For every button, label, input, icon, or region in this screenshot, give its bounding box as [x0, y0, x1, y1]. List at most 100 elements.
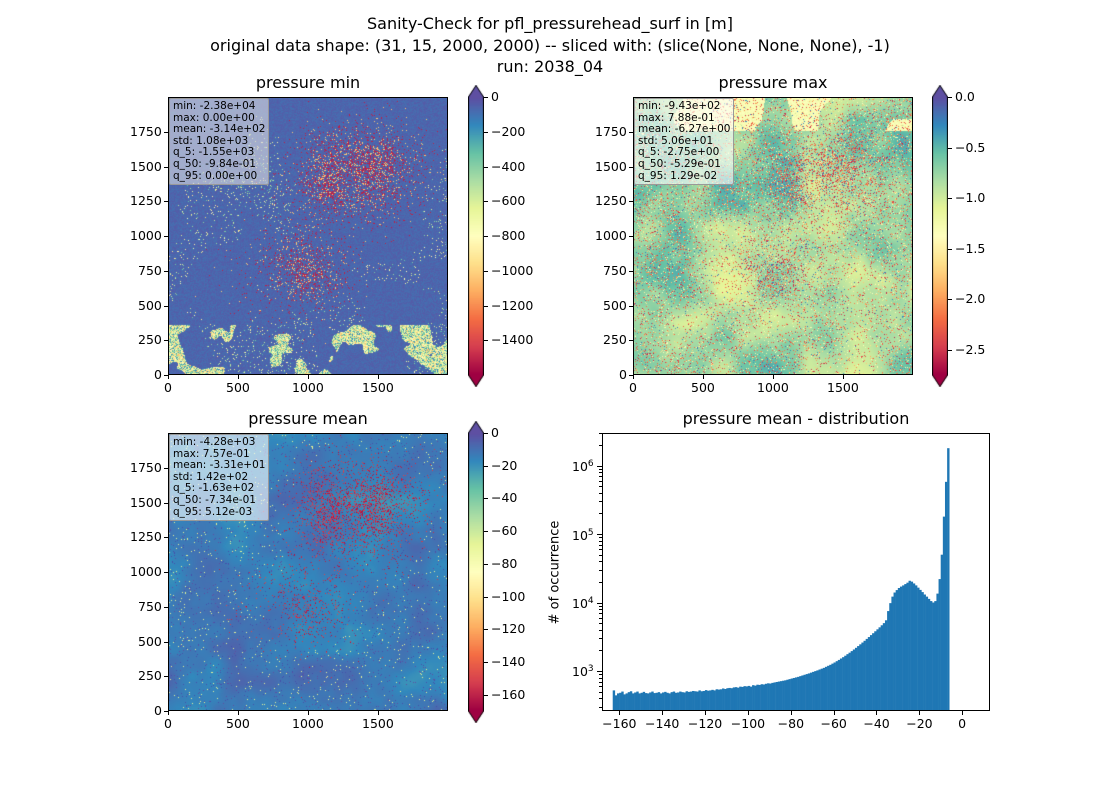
y-tick-label: 0	[154, 703, 162, 718]
histogram-bar	[910, 581, 914, 711]
stat-line: mean: -6.27e+00	[638, 123, 731, 136]
tick-mark	[597, 465, 602, 467]
histogram-bar	[719, 689, 723, 711]
colorbar-tick-label: −1.5	[955, 240, 986, 256]
stat-line: mean: -3.14e+02	[173, 123, 266, 136]
histogram-bar	[876, 629, 879, 711]
tick-mark	[948, 299, 952, 301]
histogram-bar	[644, 693, 648, 711]
tick-mark	[599, 686, 602, 688]
histogram-bar	[636, 691, 639, 711]
stat-line: std: 5.06e+01	[638, 134, 714, 147]
tick-mark	[599, 561, 602, 563]
histogram-bar	[797, 676, 800, 711]
histogram-bar	[672, 691, 676, 711]
histogram-bar	[715, 689, 718, 711]
panel-title-pressure-min: pressure min	[255, 73, 361, 92]
histogram-bar	[655, 692, 658, 711]
y-tick-label: 104	[572, 596, 594, 612]
histogram-bar	[865, 638, 869, 711]
y-tick-label: 1000	[130, 564, 162, 579]
histogram-bar	[756, 684, 759, 711]
histogram-bar	[932, 602, 935, 711]
histogram-bar	[726, 688, 729, 711]
stat-line: q_50: -9.84e-01	[173, 157, 256, 170]
histogram-bar	[891, 596, 894, 711]
stat-line: mean: -3.31e+01	[173, 459, 266, 472]
stat-line: q_95: 5.12e-03	[173, 505, 253, 518]
tick-mark	[704, 711, 706, 715]
histogram-bar	[938, 579, 941, 711]
histogram-bar	[657, 692, 661, 711]
histogram-bar	[921, 592, 924, 711]
histogram-bar	[651, 691, 654, 711]
tick-mark	[599, 613, 602, 615]
histogram-bar	[902, 585, 905, 711]
tick-mark	[843, 375, 844, 379]
x-tick-label: 0	[629, 380, 637, 395]
tick-mark	[378, 711, 379, 715]
y-tick-label: 1500	[130, 158, 162, 174]
tick-mark	[790, 711, 792, 715]
histogram-bar	[887, 611, 890, 711]
tick-mark	[599, 549, 602, 551]
tick-mark	[484, 305, 488, 307]
tick-mark	[773, 375, 774, 379]
stat-line: q_95: 0.00e+00	[173, 169, 258, 182]
stat-line: max: 0.00e+00	[173, 111, 255, 124]
x-tick-label: 1000	[292, 380, 324, 395]
colorbar-tick-label: −2.5	[955, 341, 986, 357]
histogram-bar	[940, 554, 944, 711]
histogram-bar	[698, 690, 701, 711]
tick-mark	[597, 670, 602, 672]
tick-mark	[164, 375, 168, 376]
colorbar-tick-label: −1400	[491, 332, 534, 348]
y-tick-label: 106	[572, 459, 594, 475]
histogram-bar	[850, 651, 854, 711]
stat-line: q_50: -7.34e-01	[173, 493, 256, 506]
tick-mark	[484, 498, 488, 500]
histogram-bar	[739, 686, 742, 711]
tick-mark	[484, 661, 488, 663]
x-tick-label: 1000	[757, 380, 789, 395]
tick-mark	[599, 445, 602, 447]
histogram-bar	[803, 674, 806, 711]
tick-mark	[599, 623, 602, 625]
histogram-bar	[844, 655, 847, 711]
histogram-bar	[634, 692, 637, 711]
histogram-bar	[666, 692, 669, 711]
histogram-bar	[807, 673, 811, 711]
x-tick-label: −80	[777, 716, 805, 731]
histogram-bar	[700, 691, 703, 711]
tick-mark	[629, 131, 633, 133]
histogram-bar	[743, 686, 746, 711]
histogram-axes-frame	[602, 433, 990, 711]
histogram-bar	[827, 665, 830, 711]
histogram-bar	[936, 593, 939, 711]
histogram-bar	[942, 516, 946, 711]
histogram-bar	[627, 692, 631, 711]
histogram-bar	[668, 693, 671, 711]
stat-line: max: 7.88e-01	[638, 111, 715, 124]
tick-mark	[168, 375, 169, 379]
colorbar-tick-label: −20	[491, 457, 518, 473]
histogram-bar	[835, 661, 839, 711]
histogram-bar	[625, 693, 628, 711]
tick-mark	[599, 472, 602, 474]
tick-mark	[599, 674, 602, 676]
histogram-bar	[919, 589, 922, 711]
histogram-bar	[872, 633, 875, 711]
colorbar-tick-label: −800	[491, 228, 526, 243]
histogram-bar	[925, 596, 929, 711]
y-tick-label: 1750	[595, 123, 627, 139]
histogram-bar	[889, 603, 892, 711]
tick-mark	[962, 711, 964, 715]
tick-mark	[164, 711, 168, 712]
tick-mark	[484, 694, 488, 696]
histogram-bar	[670, 692, 673, 711]
histogram-bar	[764, 683, 768, 711]
histogram-bar	[681, 692, 684, 711]
stat-line: min: -2.38e+04	[173, 100, 256, 112]
tick-mark	[164, 340, 168, 342]
histogram-bar	[904, 584, 907, 711]
